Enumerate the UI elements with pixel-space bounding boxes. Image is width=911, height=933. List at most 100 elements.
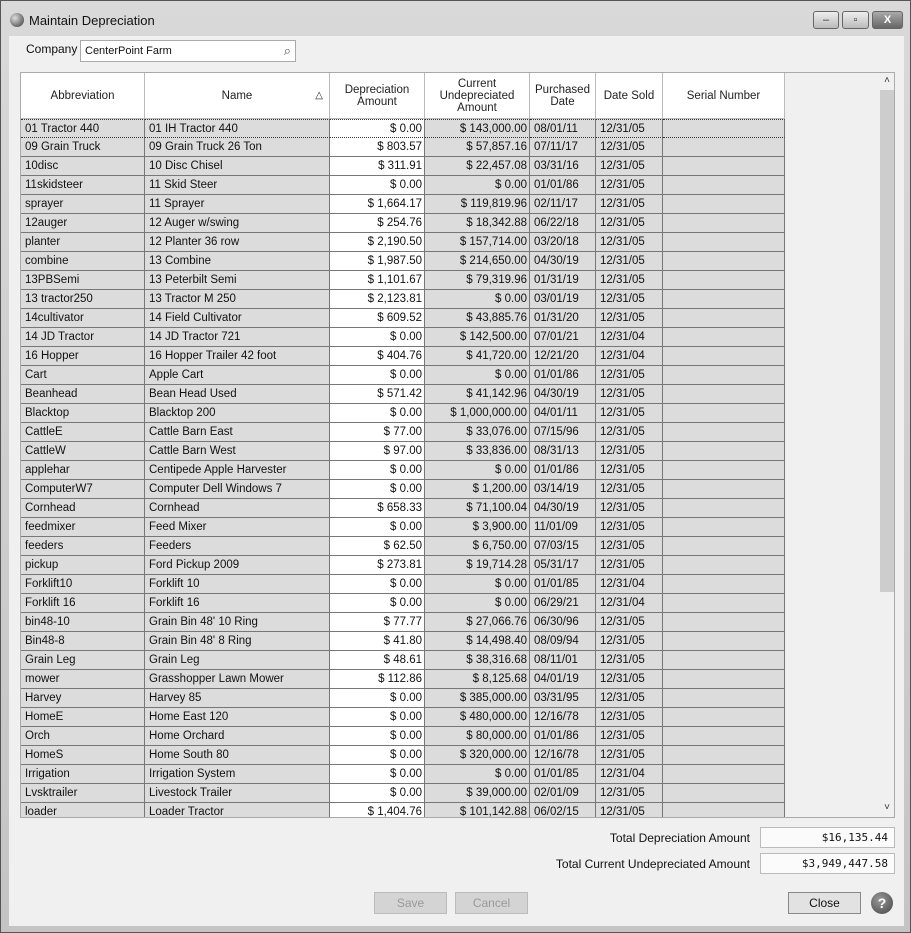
cell-date-sold[interactable]: 12/31/05 [596, 556, 663, 575]
cell-name[interactable]: 11 Sprayer [145, 195, 330, 214]
help-icon[interactable]: ? [871, 892, 893, 914]
table-row[interactable]: feedmixer Feed Mixer $ 0.00 $ 3,900.00 11/01… [21, 518, 785, 537]
cell-purchased-date[interactable]: 01/01/86 [530, 366, 596, 385]
cell-date-sold[interactable]: 12/31/05 [596, 138, 663, 157]
table-row[interactable]: Orch Home Orchard $ 0.00 $ 80,000.00 01/01/8… [21, 727, 785, 746]
cell-undepreciated-amount[interactable]: $ 33,836.00 [425, 442, 530, 461]
column-header-purchased-date[interactable]: Purchased Date [530, 73, 596, 119]
table-row[interactable]: applehar Centipede Apple Harvester $ 0.00 $… [21, 461, 785, 480]
cell-purchased-date[interactable]: 06/30/96 [530, 613, 596, 632]
cell-date-sold[interactable]: 12/31/05 [596, 271, 663, 290]
table-row[interactable]: feeders Feeders $ 62.50 $ 6,750.00 07/03/15 1… [21, 537, 785, 556]
cell-abbreviation[interactable]: ComputerW7 [21, 480, 145, 499]
table-row[interactable]: Beanhead Bean Head Used $ 571.42 $ 41,142.9… [21, 385, 785, 404]
cell-purchased-date[interactable]: 04/30/19 [530, 252, 596, 271]
column-header-date-sold[interactable]: Date Sold [596, 73, 663, 119]
table-row[interactable]: HomeE Home East 120 $ 0.00 $ 480,000.00 12/1… [21, 708, 785, 727]
cell-purchased-date[interactable]: 02/01/09 [530, 784, 596, 803]
cell-date-sold[interactable]: 12/31/05 [596, 385, 663, 404]
cell-depreciation-amount[interactable]: $ 0.00 [330, 366, 425, 385]
cell-serial-number[interactable] [663, 632, 785, 651]
cell-abbreviation[interactable]: combine [21, 252, 145, 271]
cell-abbreviation[interactable]: feedmixer [21, 518, 145, 537]
table-row[interactable]: Forklift 16 Forklift 16 $ 0.00 $ 0.00 06/29/… [21, 594, 785, 613]
cell-undepreciated-amount[interactable]: $ 1,200.00 [425, 480, 530, 499]
table-row[interactable]: ComputerW7 Computer Dell Windows 7 $ 0.00 $… [21, 480, 785, 499]
cell-name[interactable]: 14 Field Cultivator [145, 309, 330, 328]
cell-depreciation-amount[interactable]: $ 0.00 [330, 765, 425, 784]
table-row[interactable]: CattleW Cattle Barn West $ 97.00 $ 33,836.0… [21, 442, 785, 461]
cell-depreciation-amount[interactable]: $ 803.57 [330, 138, 425, 157]
cell-abbreviation[interactable]: 14cultivator [21, 309, 145, 328]
cell-abbreviation[interactable]: Lvsktrailer [21, 784, 145, 803]
cell-date-sold[interactable]: 12/31/05 [596, 157, 663, 176]
cell-depreciation-amount[interactable]: $ 0.00 [330, 518, 425, 537]
sort-ascending-icon[interactable]: △ [315, 90, 323, 101]
column-header-depreciation-amount[interactable]: Depreciation Amount [330, 73, 425, 119]
cell-date-sold[interactable]: 12/31/04 [596, 575, 663, 594]
cell-name[interactable]: Grasshopper Lawn Mower [145, 670, 330, 689]
cell-name[interactable]: Cattle Barn East [145, 423, 330, 442]
cell-depreciation-amount[interactable]: $ 609.52 [330, 309, 425, 328]
cell-date-sold[interactable]: 12/31/05 [596, 518, 663, 537]
scroll-thumb[interactable] [880, 90, 894, 592]
cell-depreciation-amount[interactable]: $ 0.00 [330, 746, 425, 765]
cell-name[interactable]: Grain Bin 48' 8 Ring [145, 632, 330, 651]
cell-undepreciated-amount[interactable]: $ 71,100.04 [425, 499, 530, 518]
cell-date-sold[interactable]: 12/31/05 [596, 214, 663, 233]
cell-depreciation-amount[interactable]: $ 254.76 [330, 214, 425, 233]
cell-depreciation-amount[interactable]: $ 0.00 [330, 727, 425, 746]
table-row[interactable]: 13PBSemi 13 Peterbilt Semi $ 1,101.67 $ 79,… [21, 271, 785, 290]
cell-depreciation-amount[interactable]: $ 571.42 [330, 385, 425, 404]
vertical-scrollbar[interactable]: ˄ ˅ [879, 73, 894, 817]
table-row[interactable]: 10disc 10 Disc Chisel $ 311.91 $ 22,457.08 0… [21, 157, 785, 176]
cell-serial-number[interactable] [663, 423, 785, 442]
cell-date-sold[interactable]: 12/31/05 [596, 746, 663, 765]
cell-undepreciated-amount[interactable]: $ 8,125.68 [425, 670, 530, 689]
cell-abbreviation[interactable]: Irrigation [21, 765, 145, 784]
cell-undepreciated-amount[interactable]: $ 41,142.96 [425, 385, 530, 404]
cell-abbreviation[interactable]: CattleE [21, 423, 145, 442]
cell-date-sold[interactable]: 12/31/05 [596, 461, 663, 480]
cell-abbreviation[interactable]: HomeS [21, 746, 145, 765]
cell-abbreviation[interactable]: 12auger [21, 214, 145, 233]
cell-depreciation-amount[interactable]: $ 0.00 [330, 480, 425, 499]
table-row[interactable]: 01 Tractor 440 01 IH Tractor 440 $ 0.00 $ 1… [21, 119, 785, 138]
table-row[interactable]: 11skidsteer 11 Skid Steer $ 0.00 $ 0.00 01/0… [21, 176, 785, 195]
cell-date-sold[interactable]: 12/31/05 [596, 708, 663, 727]
cell-depreciation-amount[interactable]: $ 48.61 [330, 651, 425, 670]
table-row[interactable]: planter 12 Planter 36 row $ 2,190.50 $ 157,… [21, 233, 785, 252]
cell-purchased-date[interactable]: 08/01/11 [530, 119, 596, 138]
cell-undepreciated-amount[interactable]: $ 39,000.00 [425, 784, 530, 803]
cell-serial-number[interactable] [663, 613, 785, 632]
cell-name[interactable]: Home South 80 [145, 746, 330, 765]
cell-name[interactable]: Apple Cart [145, 366, 330, 385]
cell-serial-number[interactable] [663, 290, 785, 309]
cell-depreciation-amount[interactable]: $ 0.00 [330, 689, 425, 708]
cell-undepreciated-amount[interactable]: $ 0.00 [425, 366, 530, 385]
cell-date-sold[interactable]: 12/31/05 [596, 727, 663, 746]
cell-abbreviation[interactable]: Cornhead [21, 499, 145, 518]
table-row[interactable]: Blacktop Blacktop 200 $ 0.00 $ 1,000,000.00… [21, 404, 785, 423]
cell-abbreviation[interactable]: 01 Tractor 440 [21, 119, 145, 138]
cell-abbreviation[interactable]: sprayer [21, 195, 145, 214]
cell-purchased-date[interactable]: 04/30/19 [530, 385, 596, 404]
cell-date-sold[interactable]: 12/31/05 [596, 423, 663, 442]
cell-abbreviation[interactable]: 16 Hopper [21, 347, 145, 366]
cell-depreciation-amount[interactable]: $ 0.00 [330, 328, 425, 347]
cell-purchased-date[interactable]: 01/01/85 [530, 575, 596, 594]
cell-date-sold[interactable]: 12/31/05 [596, 176, 663, 195]
cell-serial-number[interactable] [663, 765, 785, 784]
table-row[interactable]: loader Loader Tractor $ 1,404.76 $ 101,142.… [21, 803, 785, 817]
cell-undepreciated-amount[interactable]: $ 214,650.00 [425, 252, 530, 271]
cell-purchased-date[interactable]: 01/01/86 [530, 727, 596, 746]
maximize-button[interactable]: ▫ [842, 11, 869, 29]
cell-depreciation-amount[interactable]: $ 0.00 [330, 708, 425, 727]
cell-name[interactable]: Harvey 85 [145, 689, 330, 708]
cell-serial-number[interactable] [663, 328, 785, 347]
cell-depreciation-amount[interactable]: $ 0.00 [330, 404, 425, 423]
cell-abbreviation[interactable]: Forklift10 [21, 575, 145, 594]
table-row[interactable]: Forklift10 Forklift 10 $ 0.00 $ 0.00 01/01/8… [21, 575, 785, 594]
cell-purchased-date[interactable]: 08/11/01 [530, 651, 596, 670]
cell-name[interactable]: 10 Disc Chisel [145, 157, 330, 176]
